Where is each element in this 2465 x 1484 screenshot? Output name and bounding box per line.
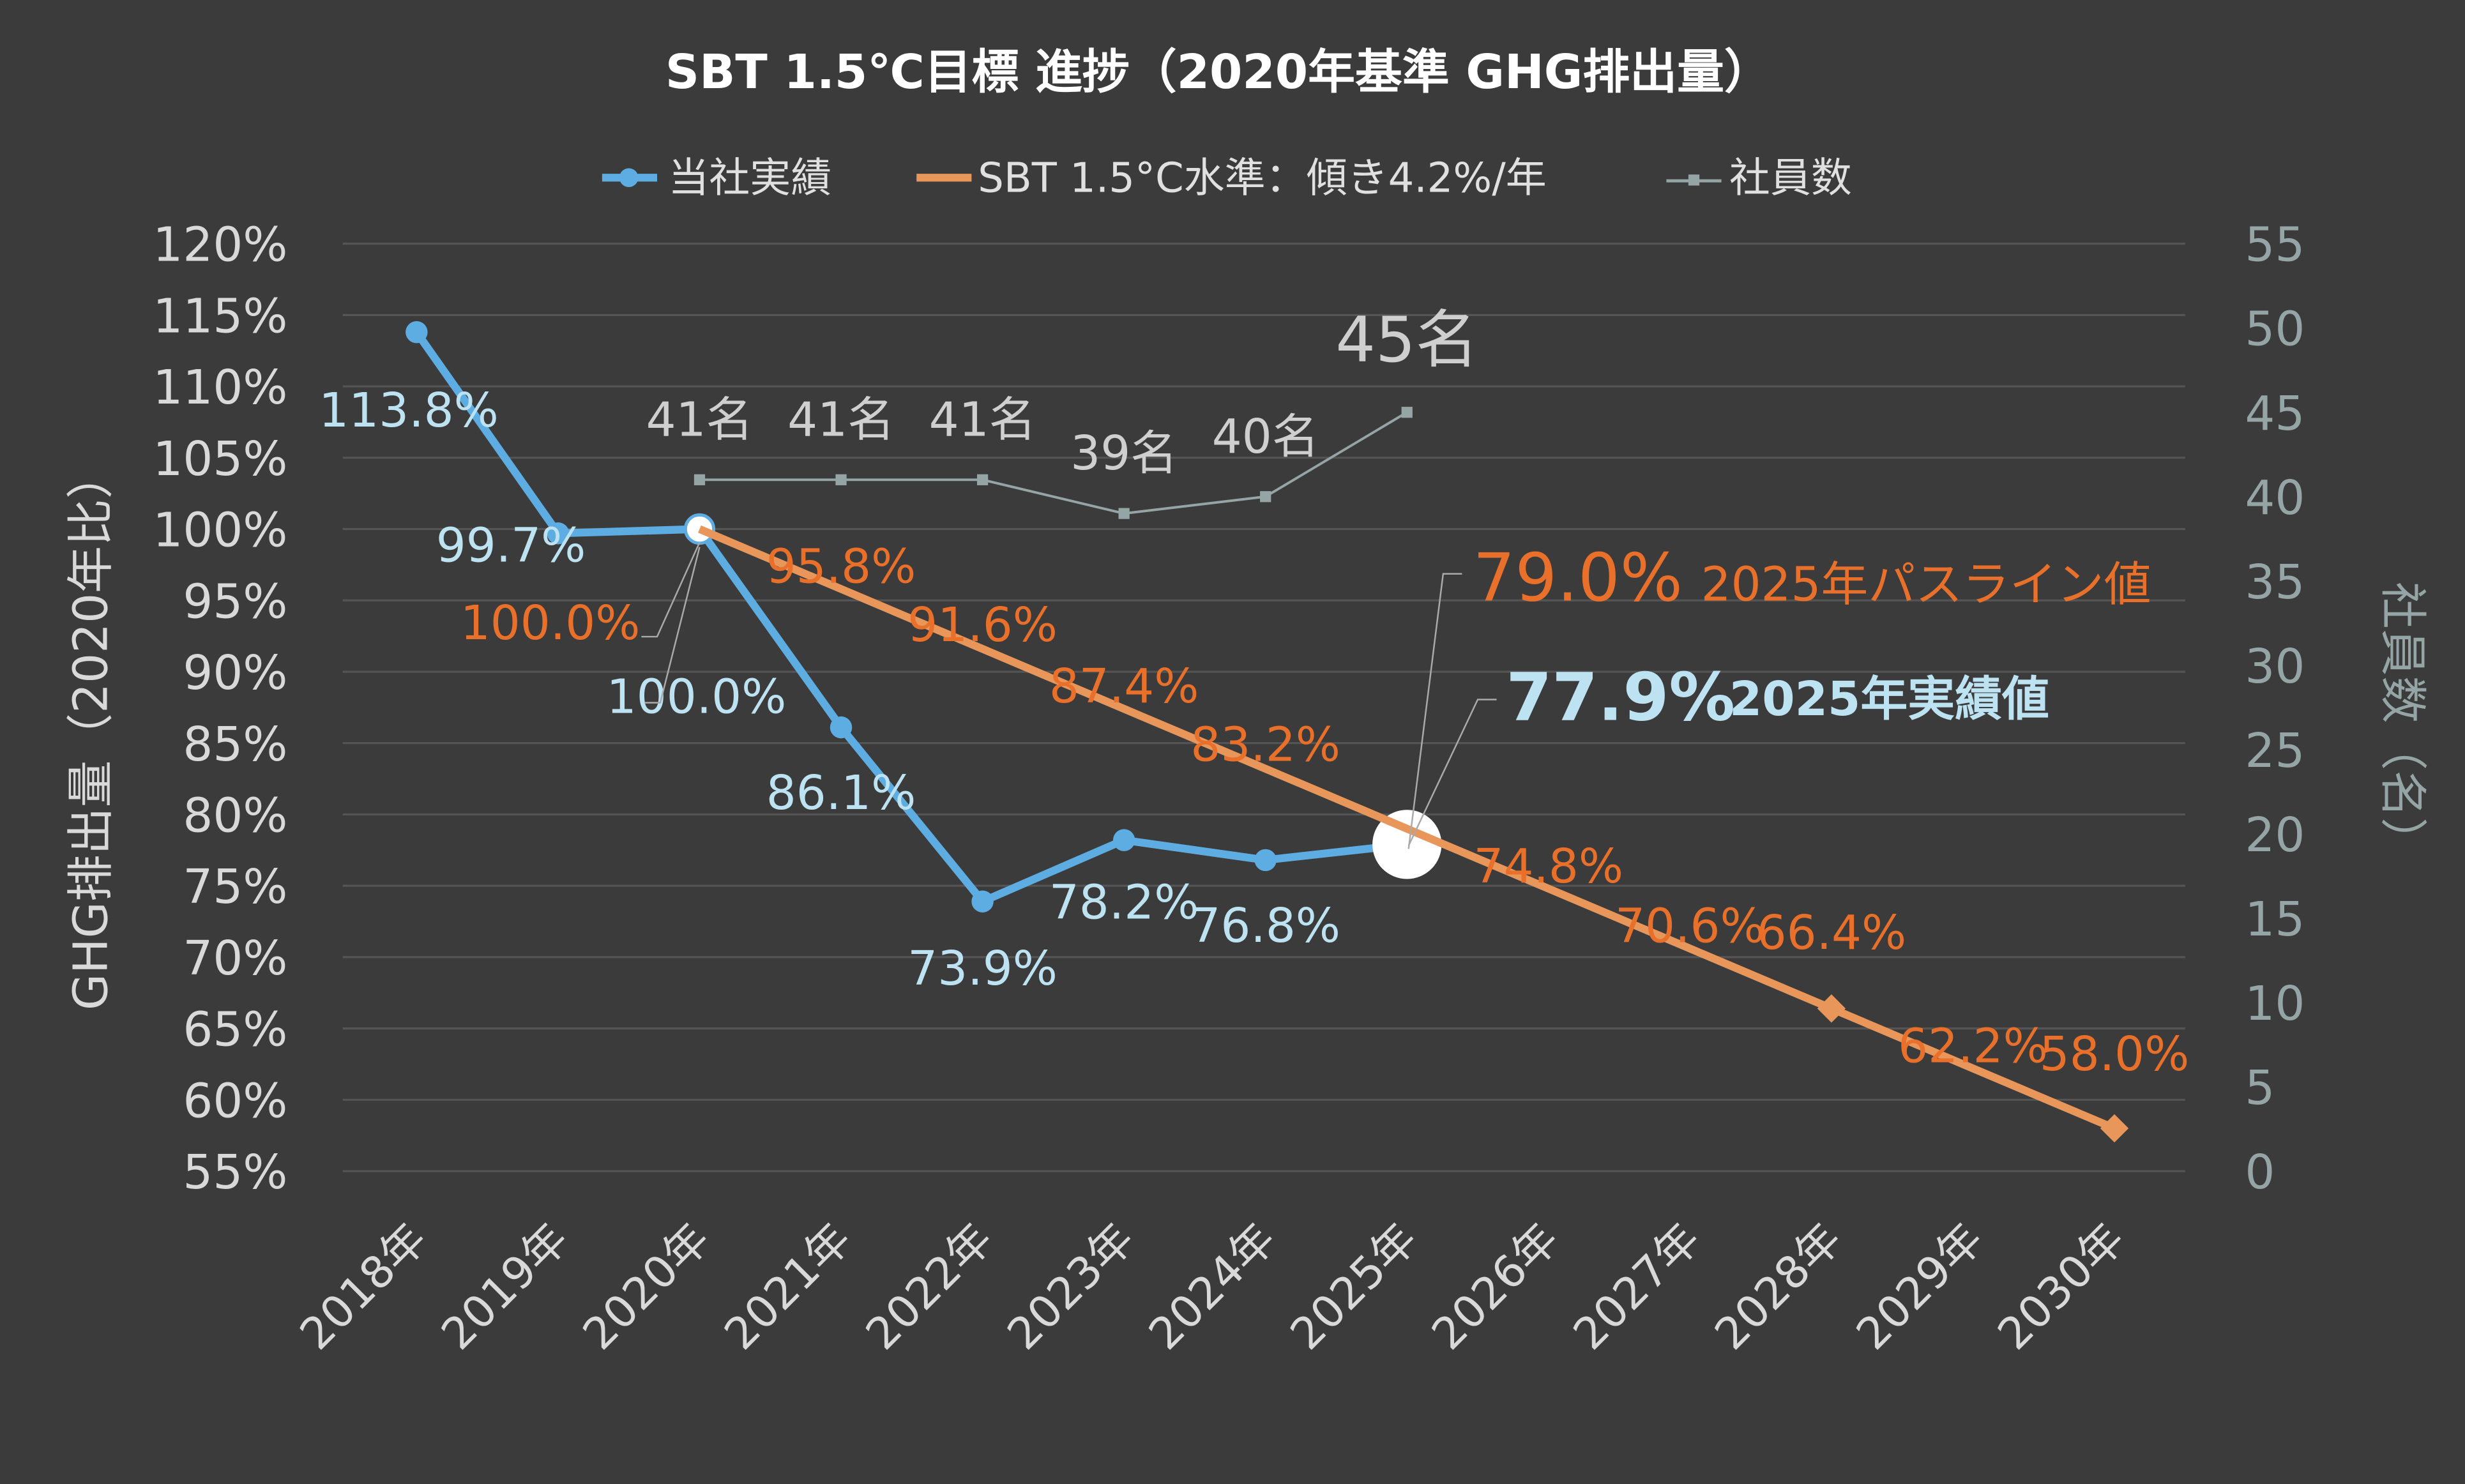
employees-data-label: 41名	[787, 392, 895, 447]
path-data-label: 74.8%	[1474, 839, 1624, 894]
path-data-label: 100.0%	[460, 596, 641, 651]
y-axis-label: GHG排出量（2020年比）	[63, 451, 118, 1010]
y2-tick-label: 5	[2245, 1061, 2275, 1116]
employees-data-label: 40名	[1212, 409, 1319, 464]
actual-data-label: 100.0%	[607, 670, 787, 725]
y-tick-label: 100%	[153, 503, 287, 558]
employees-line	[699, 411, 1408, 515]
y2-tick-label: 0	[2245, 1145, 2275, 1200]
actual-marker	[1372, 810, 1442, 879]
leader-line	[644, 547, 701, 704]
employees-marker	[1118, 508, 1130, 519]
actual-data-label: 86.1%	[766, 766, 916, 821]
employees-data-label: 45名	[1335, 304, 1478, 377]
actual-data-label: 76.8%	[1190, 898, 1340, 953]
y2-axis-label: 社員数（名）	[2375, 582, 2430, 865]
y-tick-label: 110%	[153, 360, 287, 415]
path-data-label: 62.2%	[1898, 1018, 2048, 1073]
actual-line	[413, 329, 1407, 905]
path-data-label: 58.0%	[2040, 1027, 2190, 1082]
legend-path-label: SBT 1.5°C水準：傾き4.2%/年	[978, 155, 1547, 202]
leader-line	[641, 541, 701, 638]
actual-data-label: 78.2%	[1049, 875, 1199, 930]
y2-axis-ticks: 0 5 10 15 20 25 30 35 40 45 50 55	[2245, 218, 2305, 1200]
legend: 当社実績 SBT 1.5°C水準：傾き4.2%/年 社員数	[602, 155, 1852, 202]
path-data-label: 87.4%	[1049, 659, 1199, 714]
y-tick-label: 75%	[183, 859, 287, 914]
employees-marker	[835, 474, 847, 485]
y-tick-label: 80%	[183, 789, 287, 844]
actual-marker	[1254, 849, 1277, 872]
y2-tick-label: 55	[2245, 218, 2305, 273]
actual-marker	[547, 522, 570, 545]
y2-tick-label: 50	[2245, 302, 2305, 357]
annotation-actual-value: 77.9%	[1506, 660, 1735, 736]
employees-marker	[1260, 491, 1271, 503]
actual-marker	[406, 321, 428, 344]
path-marker	[2100, 1114, 2129, 1143]
annotation-actual-text: 2025年実績値	[1729, 672, 2049, 727]
y-tick-label: 55%	[183, 1145, 287, 1200]
actual-data-label: 113.8%	[319, 383, 499, 438]
path-data-label: 95.8%	[766, 540, 916, 594]
gridlines	[342, 243, 2185, 1172]
actual-data-label: 73.9%	[907, 941, 1058, 996]
employees-marker	[694, 474, 706, 485]
y-tick-label: 60%	[183, 1073, 287, 1128]
actual-marker	[1112, 829, 1135, 851]
legend-actual-label: 当社実績	[668, 155, 831, 202]
annotation-path-value: 79.0%	[1473, 540, 1683, 616]
y-tick-label: 120%	[153, 218, 287, 273]
data-labels: 113.8% 99.7% 100.0% 86.1% 73.9% 78.2%76.8% 100…	[319, 304, 2189, 1082]
actual-data-label: 99.7%	[436, 519, 586, 573]
y2-tick-label: 30	[2245, 639, 2305, 694]
series	[406, 321, 2129, 1143]
employees-marker	[976, 474, 989, 485]
y-tick-label: 65%	[183, 1003, 287, 1057]
employees-data-label: 39名	[1070, 426, 1178, 481]
path-data-label: 70.6%	[1615, 899, 1765, 954]
employees-marker	[1401, 407, 1413, 418]
path-data-label: 66.4%	[1757, 905, 1907, 960]
legend-actual-marker	[619, 168, 639, 188]
y-tick-label: 115%	[153, 289, 287, 344]
annotations: 79.0% 2025年パスライン値 77.9% 2025年実績値	[1407, 540, 2151, 849]
y2-tick-label: 15	[2245, 892, 2305, 947]
y2-tick-label: 35	[2245, 555, 2305, 610]
y-tick-label: 105%	[153, 432, 287, 487]
path-data-label: 83.2%	[1190, 718, 1340, 773]
employees-data-label: 41名	[646, 392, 754, 447]
actual-marker	[830, 716, 853, 739]
y-tick-label: 85%	[183, 717, 287, 772]
y2-tick-label: 25	[2245, 723, 2305, 778]
annotation-path-text: 2025年パスライン値	[1701, 557, 2151, 612]
y-tick-label: 95%	[183, 574, 287, 629]
path-line	[698, 525, 2116, 1132]
y2-tick-label: 20	[2245, 808, 2305, 863]
employees-data-label: 41名	[929, 392, 1036, 447]
y-axis-ticks: 55% 60% 65% 70% 75% 80% 85% 90% 95% 100% 105% 110% 1…	[153, 218, 287, 1200]
y2-tick-label: 40	[2245, 471, 2305, 526]
y-tick-label: 70%	[183, 931, 287, 986]
legend-employees-label: 社員数	[1729, 155, 1852, 202]
actual-marker	[971, 890, 994, 912]
y-tick-label: 90%	[183, 646, 287, 700]
chart-title: SBT 1.5℃目標 進捗（2020年基準 GHG排出量）	[665, 45, 1771, 100]
legend-employees-marker	[1688, 174, 1700, 186]
y2-tick-label: 10	[2245, 976, 2305, 1031]
path-data-label: 91.6%	[907, 598, 1058, 653]
y2-tick-label: 45	[2245, 386, 2305, 441]
